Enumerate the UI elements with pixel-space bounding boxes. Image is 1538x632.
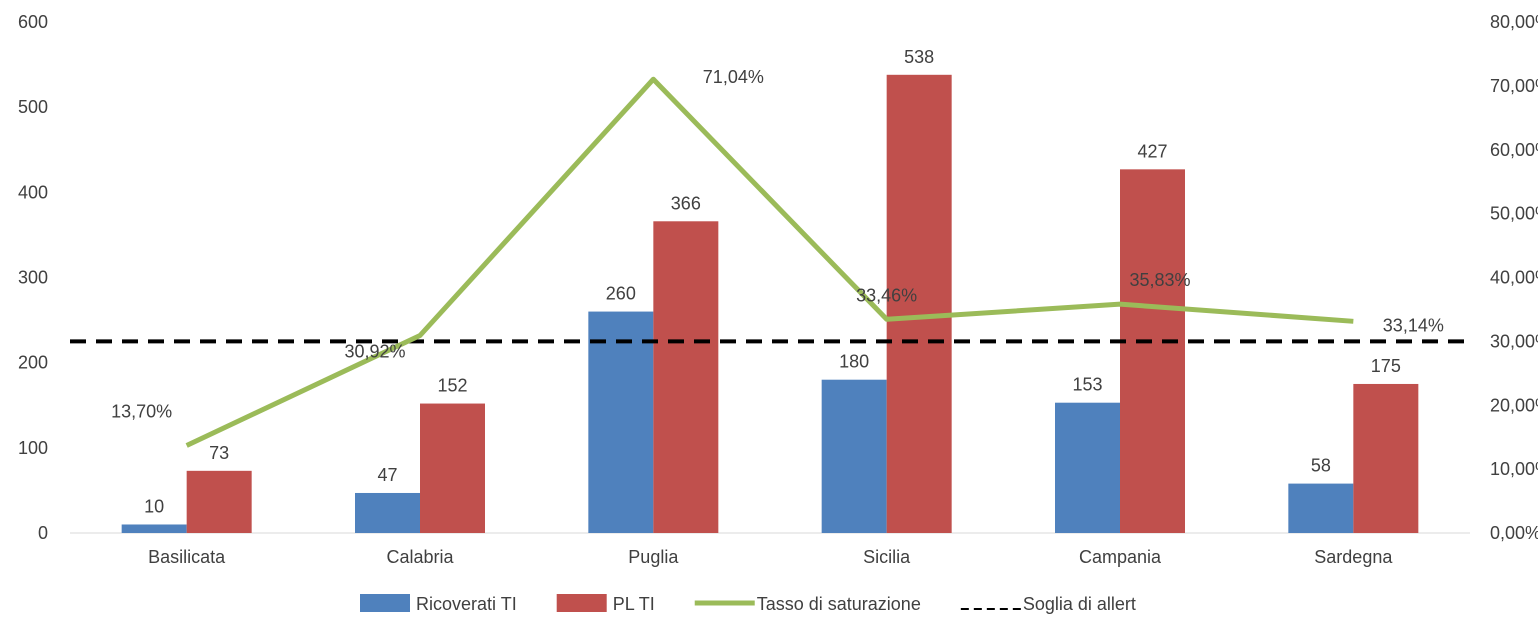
bar [420,403,485,533]
y-right-tick-label: 50,00% [1490,204,1538,224]
bar-data-label: 180 [839,352,869,372]
y-right-tick-label: 80,00% [1490,12,1538,32]
y-right-tick-label: 20,00% [1490,395,1538,415]
bar-data-label: 47 [377,465,397,485]
category-label: Basilicata [148,547,226,567]
y-left-tick-label: 600 [18,12,48,32]
y-left-tick-label: 100 [18,438,48,458]
category-label: Sardegna [1314,547,1393,567]
legend-swatch [360,594,410,612]
bar-data-label: 73 [209,443,229,463]
bar [1353,383,1419,533]
legend-label: Tasso di saturazione [757,594,921,614]
bar-data-label: 58 [1311,456,1331,476]
legend-label: PL TI [613,594,655,614]
bar [121,524,187,533]
bar-data-label: 153 [1072,375,1102,395]
bar-data-label: 10 [144,496,164,516]
category-label: Calabria [386,547,454,567]
bar [821,379,887,533]
y-right-tick-label: 70,00% [1490,76,1538,96]
bar [1120,169,1185,534]
category-label: Sicilia [863,547,911,567]
bar-data-label: 260 [606,284,636,304]
line-data-label: 71,04% [703,67,764,87]
legend-label: Soglia di allert [1023,594,1136,614]
bar-data-label: 175 [1371,356,1401,376]
bar [653,221,719,534]
y-right-tick-label: 60,00% [1490,140,1538,160]
y-left-tick-label: 200 [18,353,48,373]
y-left-tick-label: 0 [38,523,48,543]
y-right-tick-label: 0,00% [1490,523,1538,543]
bar [588,311,654,533]
bar-data-label: 538 [904,47,934,67]
line-data-label: 33,14% [1383,315,1444,335]
saturation-line [185,76,1354,448]
y-right-tick-label: 10,00% [1490,459,1538,479]
bar-data-label: 366 [671,193,701,213]
legend-swatch [556,594,607,612]
bar [1288,483,1354,533]
bar [355,492,420,533]
line-data-label: 35,83% [1129,270,1190,290]
category-label: Campania [1079,547,1162,567]
category-label: Puglia [628,547,679,567]
line-data-label: 33,46% [856,285,917,305]
bar [886,74,952,533]
line-data-label: 13,70% [111,401,172,421]
bar-data-label: 427 [1137,141,1167,161]
bar-data-label: 152 [437,376,467,396]
y-left-tick-label: 400 [18,182,48,202]
y-right-tick-label: 30,00% [1490,331,1538,351]
y-right-tick-label: 40,00% [1490,268,1538,288]
bar [186,470,252,533]
legend-label: Ricoverati TI [416,594,517,614]
y-left-tick-label: 500 [18,97,48,117]
bar [1055,402,1120,533]
line-data-label: 30,92% [344,341,405,361]
y-left-tick-label: 300 [18,268,48,288]
